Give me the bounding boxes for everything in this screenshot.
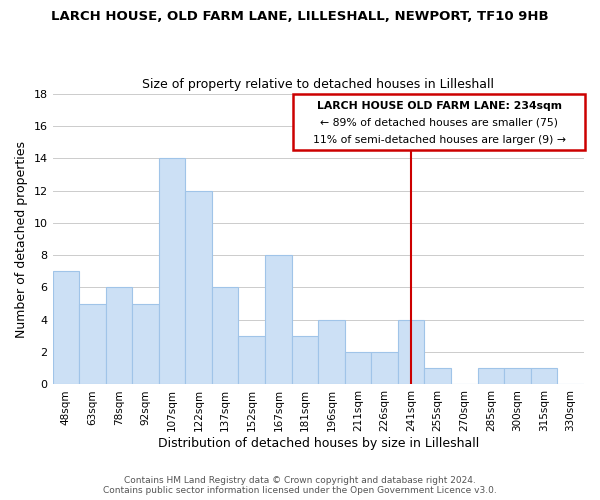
Bar — [79, 304, 106, 384]
Bar — [159, 158, 185, 384]
Title: Size of property relative to detached houses in Lilleshall: Size of property relative to detached ho… — [142, 78, 494, 91]
Bar — [318, 320, 345, 384]
Text: Contains HM Land Registry data © Crown copyright and database right 2024.
Contai: Contains HM Land Registry data © Crown c… — [103, 476, 497, 495]
Bar — [132, 304, 159, 384]
Bar — [106, 288, 132, 384]
Bar — [424, 368, 451, 384]
Text: LARCH HOUSE OLD FARM LANE: 234sqm: LARCH HOUSE OLD FARM LANE: 234sqm — [317, 100, 562, 110]
Text: LARCH HOUSE, OLD FARM LANE, LILLESHALL, NEWPORT, TF10 9HB: LARCH HOUSE, OLD FARM LANE, LILLESHALL, … — [51, 10, 549, 23]
Bar — [292, 336, 318, 384]
Bar — [185, 190, 212, 384]
Bar — [53, 272, 79, 384]
Bar — [371, 352, 398, 384]
Bar — [531, 368, 557, 384]
Bar — [478, 368, 504, 384]
Bar — [212, 288, 238, 384]
Bar — [265, 255, 292, 384]
Text: 11% of semi-detached houses are larger (9) →: 11% of semi-detached houses are larger (… — [313, 136, 566, 145]
Bar — [238, 336, 265, 384]
Bar — [504, 368, 531, 384]
Bar — [345, 352, 371, 384]
Y-axis label: Number of detached properties: Number of detached properties — [15, 140, 28, 338]
X-axis label: Distribution of detached houses by size in Lilleshall: Distribution of detached houses by size … — [158, 437, 479, 450]
Bar — [398, 320, 424, 384]
Bar — [293, 94, 585, 150]
Text: ← 89% of detached houses are smaller (75): ← 89% of detached houses are smaller (75… — [320, 118, 558, 128]
